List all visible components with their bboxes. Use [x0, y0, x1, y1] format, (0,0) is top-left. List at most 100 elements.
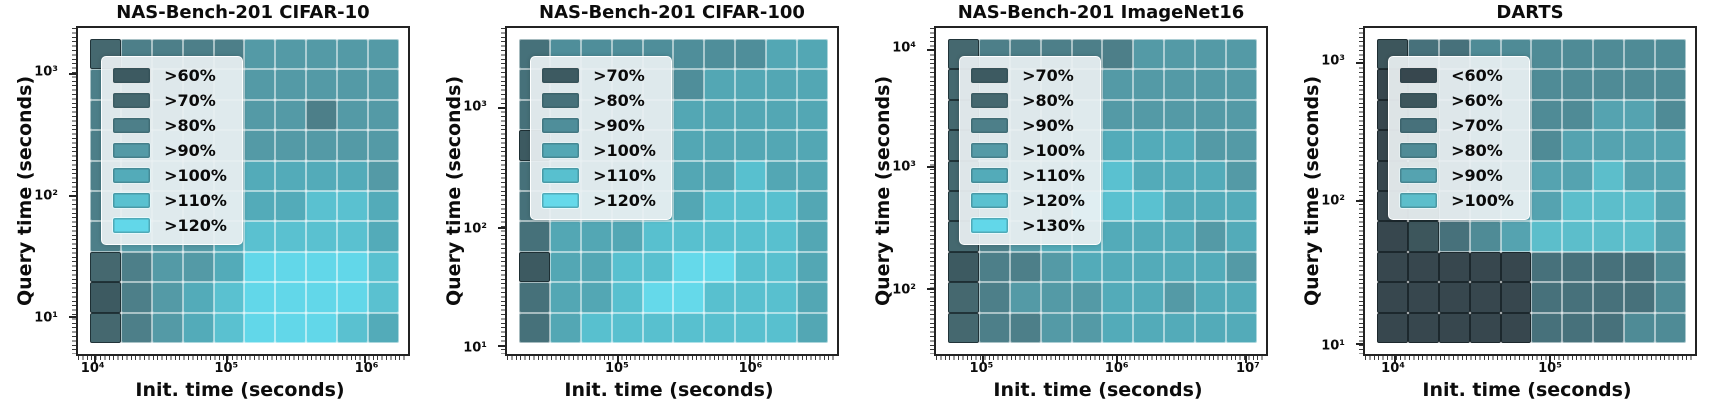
- heatmap-cell: [1226, 99, 1257, 131]
- legend-entry-label: >60%: [164, 65, 216, 85]
- heatmap-cell: [1562, 130, 1594, 161]
- heatmap-cell: [244, 130, 276, 161]
- plot-area: >70% >80% >90% >100% >110% >120% >130%: [927, 26, 1268, 363]
- heatmap-cell: [704, 39, 736, 70]
- x-axis-label: Init. time (seconds): [993, 379, 1203, 401]
- x-tick-mark: [1393, 355, 1396, 363]
- legend-entry: >90%: [541, 114, 656, 137]
- heatmap-cell: [735, 221, 767, 252]
- y-tick-label: 10²: [1321, 193, 1345, 209]
- legend-swatch: [541, 166, 581, 184]
- heatmap-cell: [1102, 221, 1134, 252]
- chart-panel-nasbench-cifar100: NAS-Bench-201 CIFAR-100 Query time (seco…: [429, 0, 858, 418]
- legend-swatch: [112, 216, 152, 234]
- chart-title: NAS-Bench-201 ImageNet16: [957, 2, 1245, 23]
- y-tick-mark: [69, 72, 77, 75]
- heatmap-cell: [1438, 282, 1470, 313]
- legend: >70% >80% >90% >100% >110% >120%: [530, 55, 672, 220]
- heatmap-cell: [519, 221, 550, 252]
- heatmap-cell: [1195, 221, 1227, 252]
- heatmap-cell: [1407, 251, 1439, 283]
- heatmap-cell: [120, 282, 152, 313]
- heatmap-cell: [1040, 312, 1072, 343]
- legend-entry-label: >100%: [593, 140, 656, 160]
- legend-entry: >70%: [970, 64, 1085, 87]
- heatmap-cell: [1562, 251, 1594, 283]
- x-tick-mark: [225, 355, 228, 363]
- heatmap-cell: [368, 130, 399, 161]
- heatmap-cell: [368, 190, 399, 222]
- heatmap-cell: [368, 221, 399, 252]
- heatmap-cell: [1195, 39, 1227, 70]
- y-axis-ticks: 10³ 10² 10¹: [1287, 26, 1355, 356]
- legend-entry-label: >80%: [593, 90, 645, 110]
- heatmap-cell: [519, 312, 550, 343]
- legend-swatch: [970, 216, 1010, 234]
- heatmap-cell: [673, 99, 705, 131]
- legend-entry-label: >70%: [593, 65, 645, 85]
- heatmap-cell: [90, 312, 121, 343]
- heatmap-cell: [1102, 99, 1134, 131]
- heatmap-cell: [704, 221, 736, 252]
- heatmap-cell: [1655, 160, 1686, 191]
- heatmap-cell: [642, 312, 674, 343]
- heatmap-cell: [244, 221, 276, 252]
- heatmap-cell: [1195, 251, 1227, 283]
- heatmap-cell: [735, 39, 767, 70]
- heatmap-cell: [1500, 282, 1532, 313]
- heatmap-cell: [704, 69, 736, 100]
- heatmap-cell: [1226, 190, 1257, 222]
- heatmap-cell: [213, 282, 245, 313]
- heatmap-cell: [1102, 312, 1134, 343]
- legend-entry: >70%: [541, 64, 656, 87]
- heatmap-cell: [1655, 69, 1686, 100]
- heatmap-cell: [275, 190, 307, 222]
- legend-entry: >100%: [970, 139, 1085, 162]
- heatmap-cell: [275, 282, 307, 313]
- y-tick-mark: [69, 315, 77, 318]
- heatmap-cell: [182, 312, 214, 343]
- x-tick-label: 10⁵: [604, 361, 629, 376]
- legend-swatch: [541, 191, 581, 209]
- heatmap-cell: [337, 312, 369, 343]
- heatmap-cell: [1133, 39, 1165, 70]
- heatmap-cell: [337, 251, 369, 283]
- heatmap-cell: [1071, 312, 1103, 343]
- heatmap-cell: [1593, 251, 1625, 283]
- heatmap-cell: [1531, 69, 1563, 100]
- heatmap-cell: [1195, 99, 1227, 131]
- heatmap-cell: [306, 221, 338, 252]
- heatmap-cell: [673, 190, 705, 222]
- heatmap-cell: [1377, 251, 1408, 283]
- heatmap-cell: [549, 251, 581, 283]
- heatmap-cell: [1562, 312, 1594, 343]
- legend-swatch: [541, 141, 581, 159]
- heatmap-cell: [1655, 221, 1686, 252]
- legend-entry: >80%: [970, 89, 1085, 112]
- y-tick-label: 10¹: [34, 310, 58, 326]
- heatmap-cell: [368, 160, 399, 191]
- heatmap-cell: [1655, 251, 1686, 283]
- heatmap-cell: [797, 130, 828, 161]
- heatmap-cell: [1469, 312, 1501, 343]
- legend-swatch: [1399, 191, 1439, 209]
- heatmap-cell: [1593, 312, 1625, 343]
- legend-entry: >130%: [970, 214, 1085, 237]
- heatmap-cell: [1624, 282, 1656, 313]
- heatmap-cell: [1009, 282, 1041, 313]
- heatmap-cell: [120, 251, 152, 283]
- heatmap-cell: [244, 282, 276, 313]
- heatmap-cell: [90, 282, 121, 313]
- heatmap-cell: [213, 312, 245, 343]
- heatmap-cell: [275, 312, 307, 343]
- heatmap-cell: [1624, 312, 1656, 343]
- heatmap-cell: [1469, 282, 1501, 313]
- legend: <60% >60% >70% >80% >90% >100%: [1388, 55, 1530, 220]
- heatmap-cell: [735, 160, 767, 191]
- x-tick-mark: [1115, 355, 1118, 363]
- heatmap-cell: [1624, 99, 1656, 131]
- legend: >70% >80% >90% >100% >110% >120% >130%: [959, 55, 1101, 245]
- heatmap-cell: [337, 69, 369, 100]
- legend-entry-label: >110%: [593, 165, 656, 185]
- heatmap-cell: [368, 282, 399, 313]
